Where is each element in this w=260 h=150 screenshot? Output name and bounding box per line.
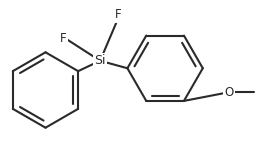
Text: O: O [224, 86, 233, 99]
Text: F: F [60, 33, 67, 45]
Text: Si: Si [94, 54, 106, 67]
Text: F: F [115, 9, 122, 21]
